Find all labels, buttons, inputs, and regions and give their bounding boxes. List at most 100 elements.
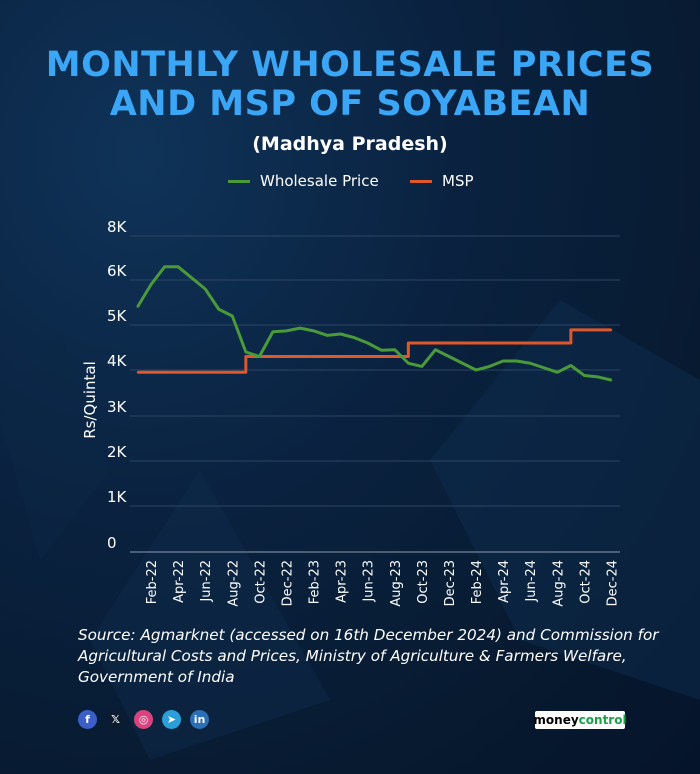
point-msp-35 xyxy=(610,329,613,331)
point-msp-4 xyxy=(190,371,193,374)
point-wholesale-35 xyxy=(610,379,613,381)
point-wholesale-23 xyxy=(448,355,450,358)
moneycontrol-logo[interactable]: money control xyxy=(533,711,627,729)
y-tick-label-7: 8K xyxy=(107,218,128,236)
point-wholesale-13 xyxy=(312,330,315,332)
point-msp-25 xyxy=(475,342,477,344)
point-msp-12 xyxy=(299,355,301,358)
point-wholesale-24 xyxy=(461,362,464,365)
legend-item-wholesale: Wholesale Price xyxy=(228,172,379,190)
point-wholesale-0 xyxy=(136,306,139,308)
point-msp-10 xyxy=(272,355,274,358)
y-tick-label-2: 2K xyxy=(107,443,128,461)
facebook-icon[interactable]: f xyxy=(78,710,97,729)
x-tick-label-10: Oct-23 xyxy=(416,560,431,604)
point-msp-19 xyxy=(394,355,396,358)
x-tick-label-1: Apr-22 xyxy=(172,560,187,603)
point-wholesale-8 xyxy=(245,351,247,353)
point-wholesale-21 xyxy=(421,365,423,368)
point-msp-8 xyxy=(245,355,247,358)
point-wholesale-31 xyxy=(556,371,559,374)
x-tick-label-9: Aug-23 xyxy=(389,560,404,607)
x-tick-label-15: Aug-24 xyxy=(551,560,566,607)
point-msp-0 xyxy=(136,371,139,374)
point-msp-13 xyxy=(312,355,315,358)
point-wholesale-29 xyxy=(529,362,532,365)
point-msp-14 xyxy=(326,355,328,358)
point-wholesale-27 xyxy=(502,360,504,362)
point-msp-20 xyxy=(407,342,410,344)
point-wholesale-2 xyxy=(163,266,166,268)
point-wholesale-4 xyxy=(190,277,193,279)
line-chart: 0 1K 2K 3K 4K 5K 6K 8K Rs/Quintal Feb-22 Apr-22 Jun… xyxy=(81,218,621,607)
y-tick-label-4: 4K xyxy=(107,352,128,370)
x-tick-label-5: Dec-22 xyxy=(280,560,295,606)
point-wholesale-28 xyxy=(515,360,518,362)
point-msp-23 xyxy=(448,342,450,344)
x-tick-label-3: Aug-22 xyxy=(226,560,241,607)
point-wholesale-22 xyxy=(434,348,437,351)
linkedin-icon[interactable]: in xyxy=(190,710,209,729)
point-msp-7 xyxy=(231,371,234,374)
point-wholesale-26 xyxy=(488,365,491,368)
legend-swatch-wholesale xyxy=(228,179,250,183)
legend-label-wholesale: Wholesale Price xyxy=(260,172,379,190)
point-msp-21 xyxy=(421,342,423,344)
point-wholesale-7 xyxy=(231,315,234,317)
point-wholesale-16 xyxy=(353,336,355,339)
point-msp-30 xyxy=(542,342,545,344)
y-axis-label: Rs/Quintal xyxy=(81,361,99,439)
point-msp-1 xyxy=(150,371,152,374)
point-wholesale-33 xyxy=(583,374,586,377)
point-wholesale-10 xyxy=(272,330,274,333)
point-wholesale-34 xyxy=(597,376,599,378)
point-msp-17 xyxy=(366,355,369,358)
point-wholesale-17 xyxy=(366,342,369,344)
y-tick-label-6: 6K xyxy=(107,262,128,280)
legend-swatch-msp xyxy=(410,179,432,183)
x-tick-label-0: Feb-22 xyxy=(145,560,160,604)
point-msp-29 xyxy=(529,342,532,344)
point-wholesale-5 xyxy=(204,288,207,290)
point-wholesale-15 xyxy=(339,333,342,335)
point-wholesale-19 xyxy=(394,348,396,351)
instagram-icon[interactable]: ◎ xyxy=(134,710,153,729)
legend-item-msp: MSP xyxy=(410,172,474,190)
point-msp-3 xyxy=(177,371,179,374)
point-wholesale-9 xyxy=(258,355,261,358)
legend: Wholesale Price MSP xyxy=(0,172,700,192)
x-tick-label-14: Jun-24 xyxy=(524,560,539,603)
x-tick-label-2: Jun-22 xyxy=(199,560,214,603)
x-tick-label-13: Apr-24 xyxy=(497,560,512,603)
x-tick-label-12: Feb-24 xyxy=(470,560,485,604)
y-tick-label-1: 1K xyxy=(107,488,128,506)
x-icon[interactable]: 𝕏 xyxy=(106,710,125,729)
point-msp-24 xyxy=(461,342,464,344)
point-msp-31 xyxy=(556,342,559,344)
y-tick-label-5: 5K xyxy=(107,307,128,325)
point-msp-5 xyxy=(204,371,207,374)
point-msp-15 xyxy=(339,355,342,358)
chart-title-line-2: AND MSP OF SOYABEAN xyxy=(109,84,591,124)
x-tick-label-16: Oct-24 xyxy=(578,560,593,604)
chart-title-line-1: MONTHLY WHOLESALE PRICES xyxy=(45,45,655,85)
point-wholesale-3 xyxy=(177,266,179,268)
x-tick-label-11: Dec-23 xyxy=(443,560,458,606)
source-note: Source: Agmarknet (accessed on 16th Dece… xyxy=(78,626,659,686)
chart-subtitle: (Madhya Pradesh) xyxy=(252,133,448,155)
x-tick-label-7: Apr-23 xyxy=(335,560,350,603)
point-wholesale-32 xyxy=(570,364,572,367)
point-msp-2 xyxy=(163,371,166,374)
telegram-icon[interactable]: ➤ xyxy=(162,710,181,729)
point-wholesale-1 xyxy=(150,283,152,286)
series-line-wholesale xyxy=(136,265,612,382)
x-tick-label-17: Dec-24 xyxy=(606,560,621,606)
point-msp-22 xyxy=(434,342,437,344)
point-wholesale-14 xyxy=(326,334,328,337)
point-msp-32 xyxy=(570,329,572,331)
point-msp-27 xyxy=(502,342,504,344)
point-wholesale-20 xyxy=(407,362,410,365)
y-tick-label-0: 0 xyxy=(107,534,117,552)
point-wholesale-18 xyxy=(380,349,383,352)
